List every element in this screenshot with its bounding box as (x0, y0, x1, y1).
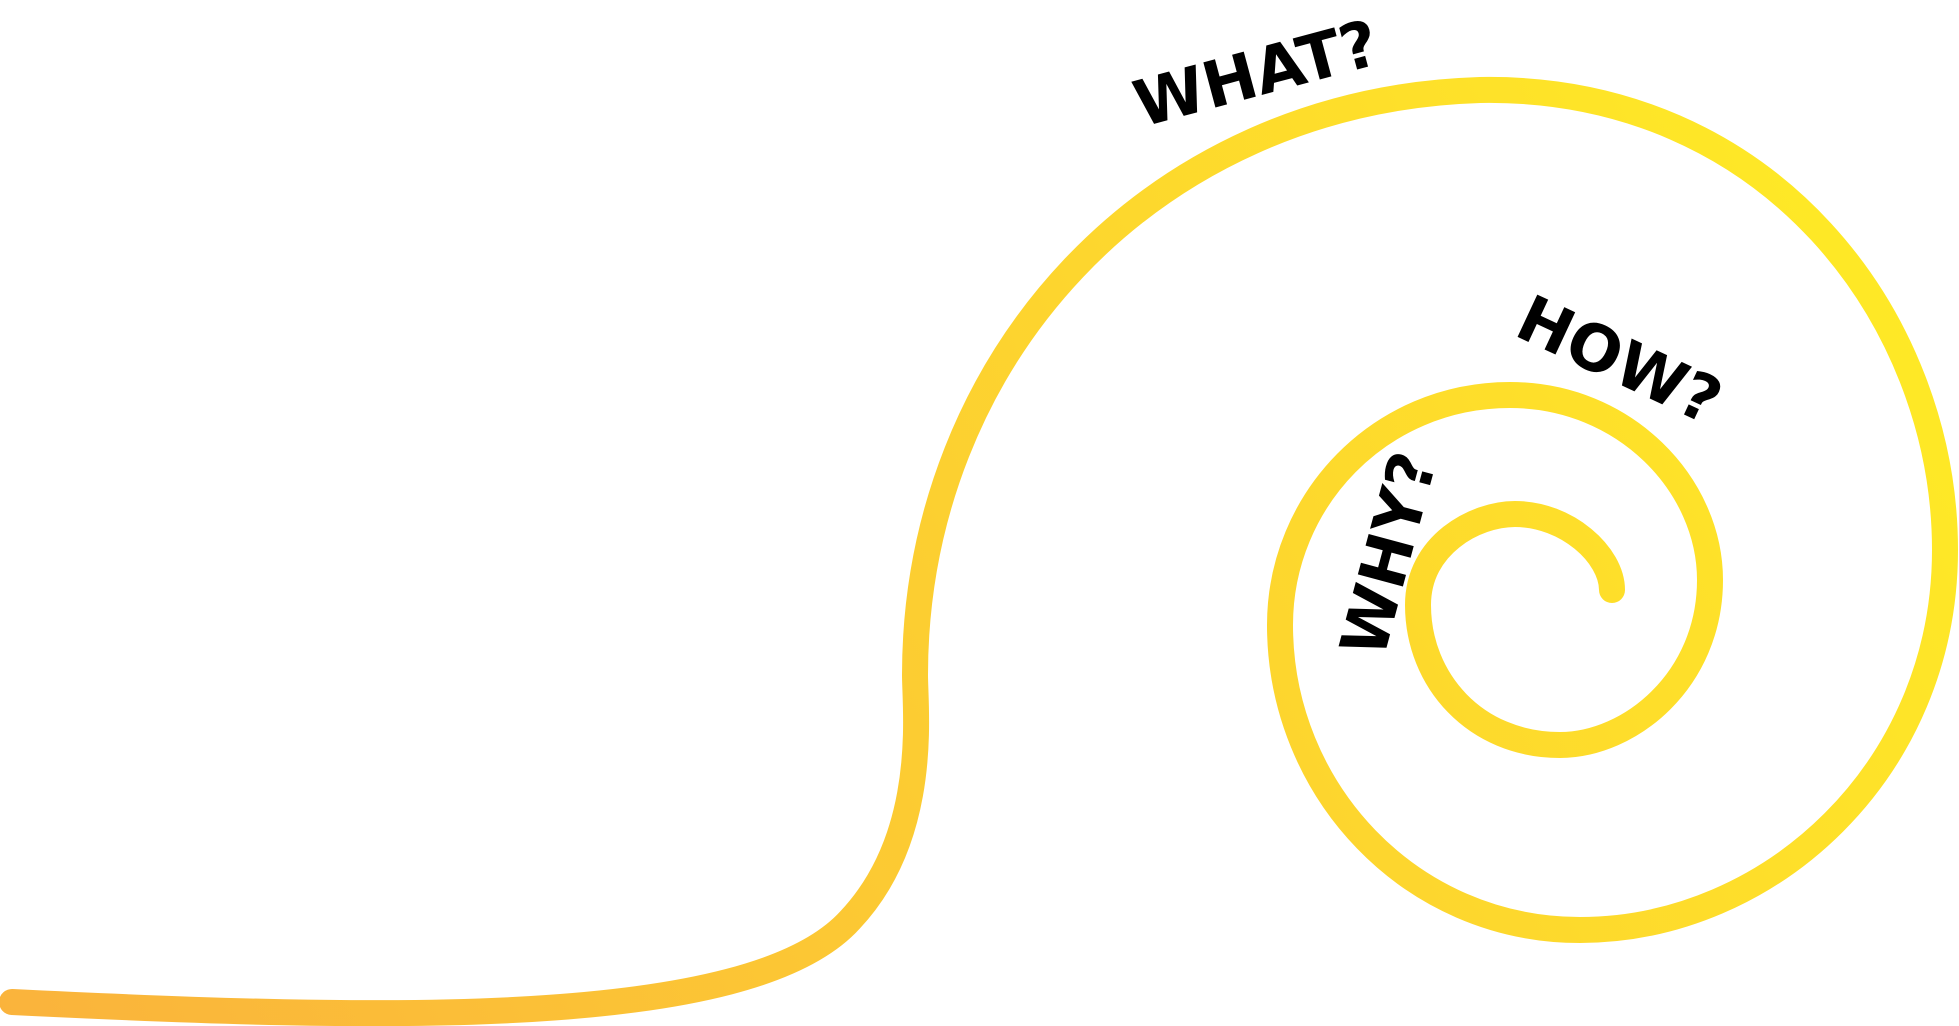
spiral-path (0, 76, 1958, 1026)
label-what: WHAT? (1126, 7, 1386, 143)
